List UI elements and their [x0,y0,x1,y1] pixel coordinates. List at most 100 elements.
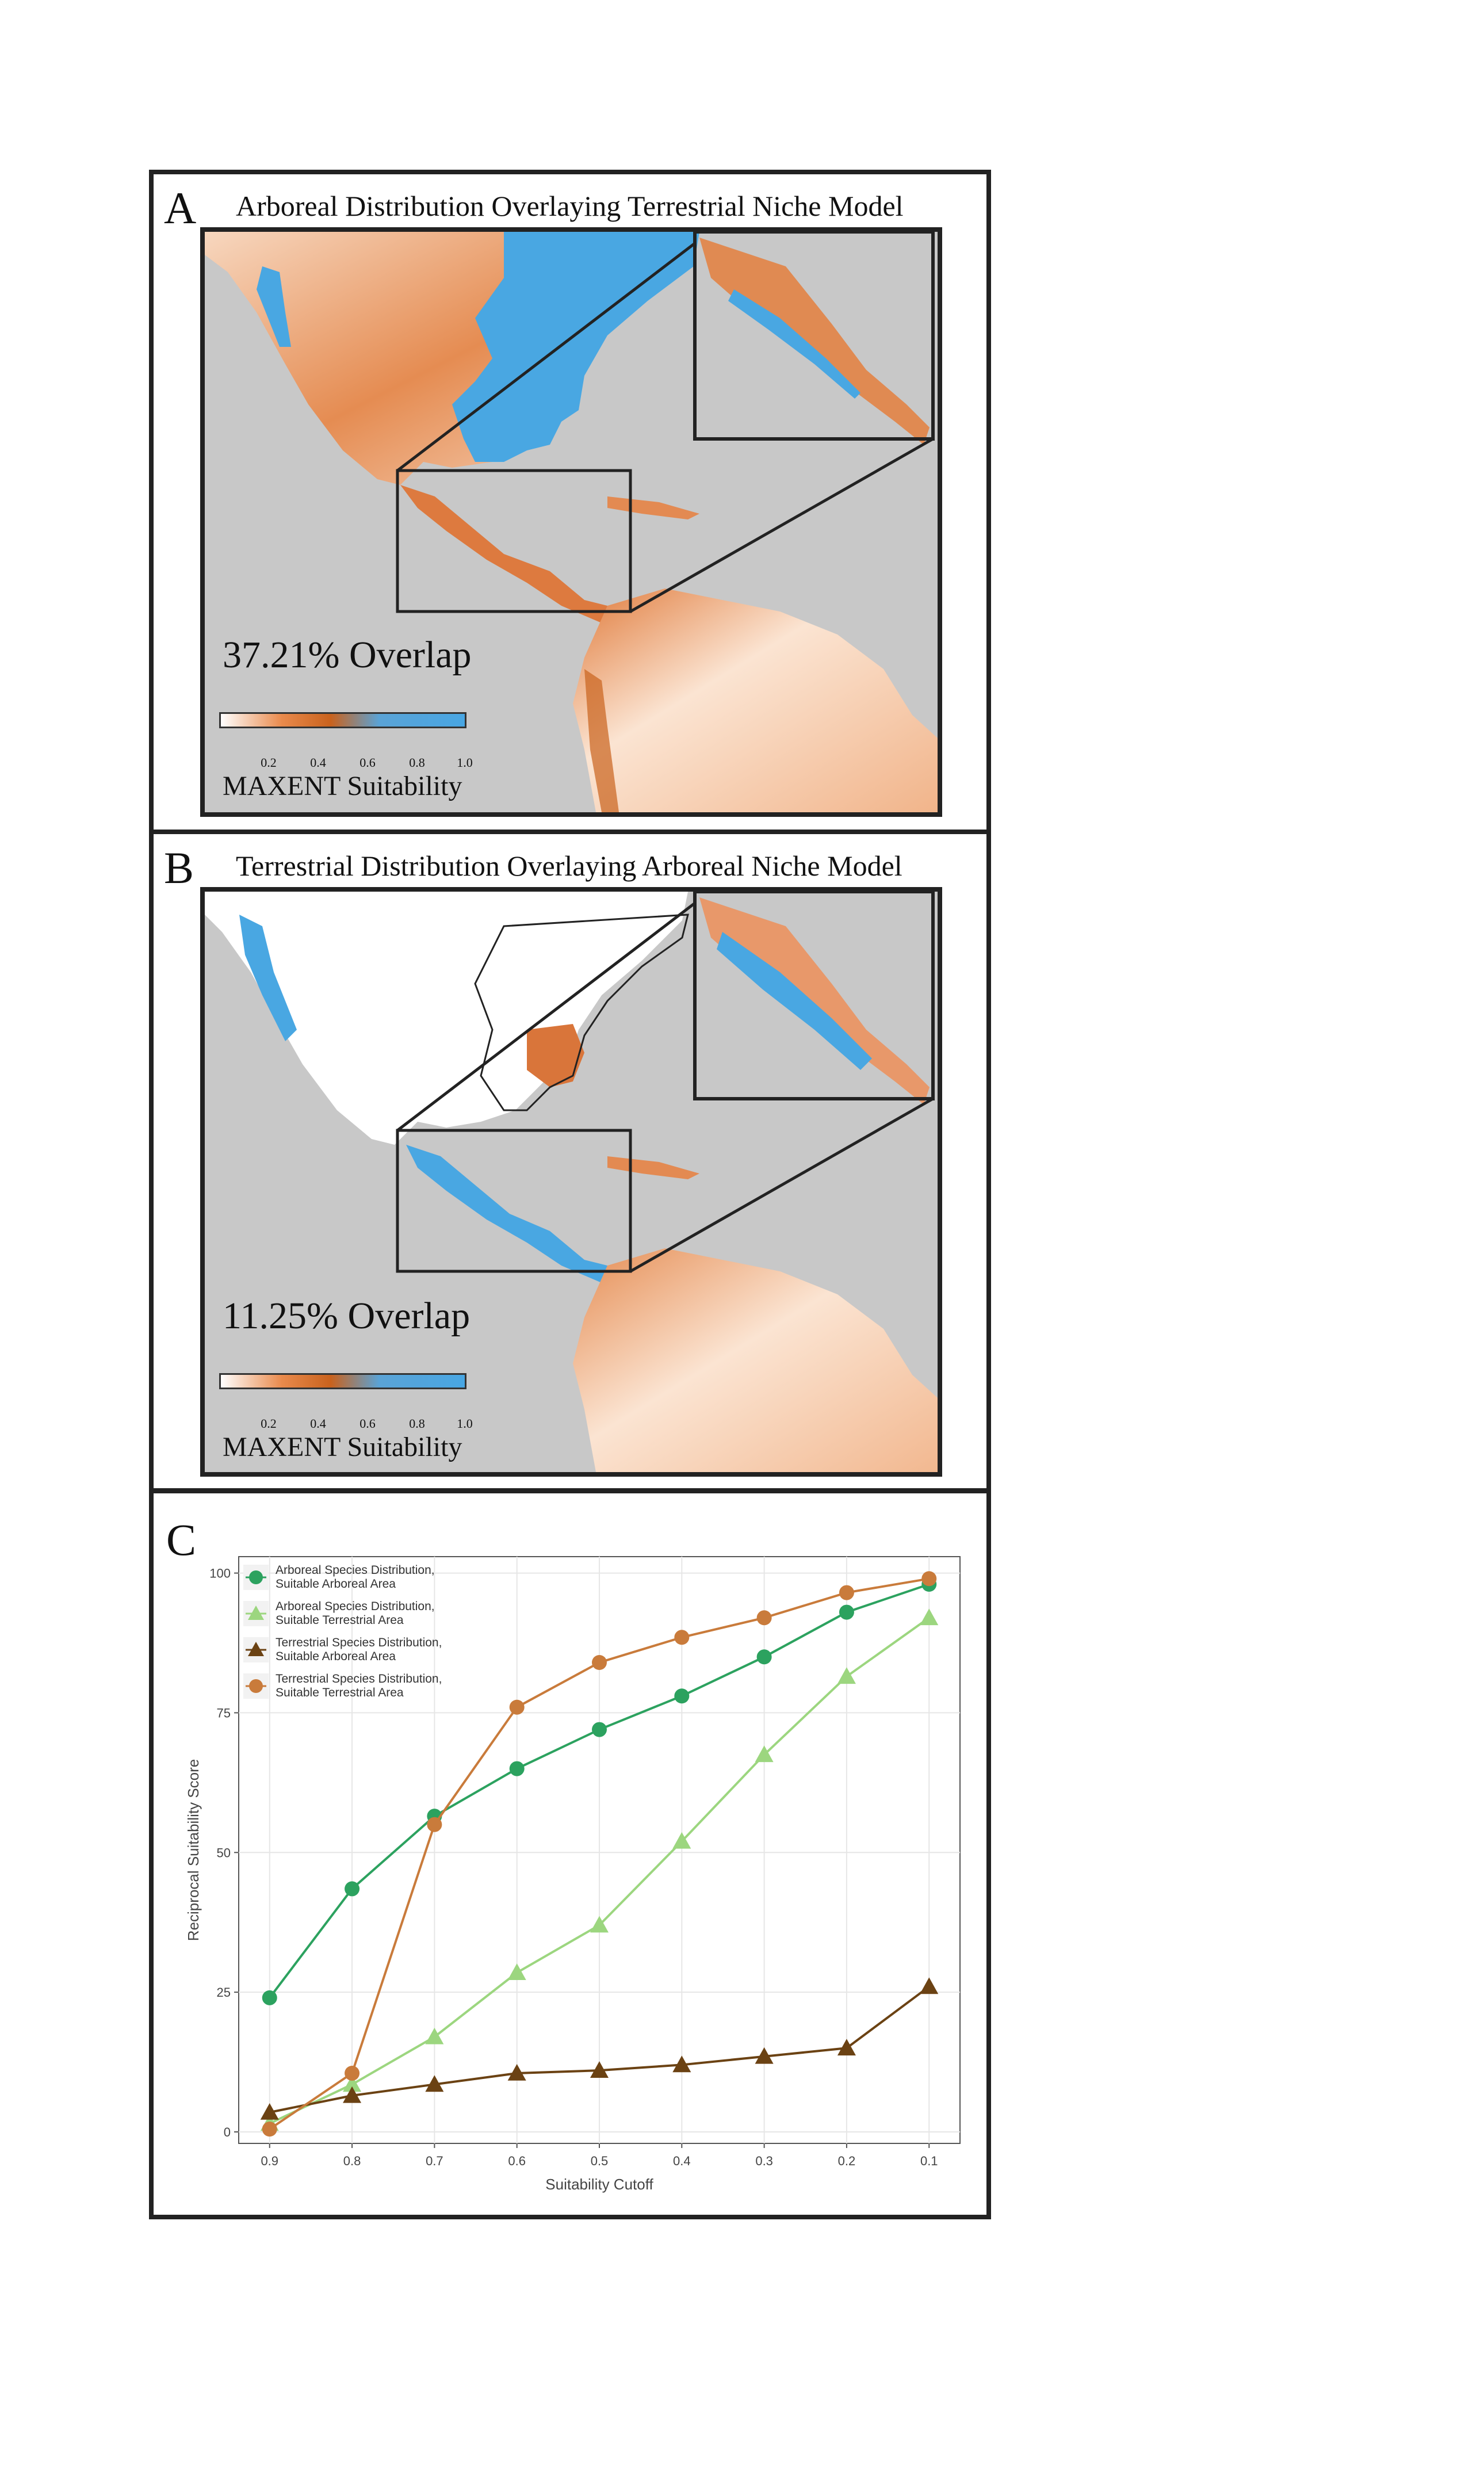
data-point [837,2039,856,2056]
legend-label: Suitable Terrestrial Area [276,1686,404,1699]
cb-tick: 1.0 [457,1416,473,1431]
cb-tick: 0.8 [409,755,425,770]
inset-map-distribution [717,932,872,1070]
inset-connector-top [396,902,696,1132]
data-point [592,1722,607,1737]
panel-a: A Arboreal Distribution Overlaying Terre… [149,170,991,834]
cb-tick: 0.4 [310,1416,326,1431]
data-point [839,1604,854,1620]
legend-key-marker [249,1570,263,1584]
x-axis-title: Suitability Cutoff [545,2176,653,2193]
focus-region-frame [396,469,632,613]
y-tick-label: 0 [224,2125,231,2139]
central-america-land [400,485,607,623]
data-point [345,1881,360,1897]
panel-b-overlap-label: 11.25% Overlap [223,1295,471,1337]
x-tick-label: 0.1 [920,2154,938,2168]
x-tick-label: 0.7 [426,2154,443,2168]
data-point [427,1817,442,1832]
east-us-suitability [527,1024,584,1087]
x-tick-label: 0.9 [261,2154,278,2168]
data-point [672,1832,691,1849]
legend-label: Arboreal Species Distribution, [276,1600,435,1613]
data-point [920,1608,939,1626]
panel-a-colorbar-title: MAXENT Suitability [223,771,462,801]
inset-frame [693,892,935,1100]
panel-c: C 0 25 50 75 100 0.9 0.8 0.7 0.6 0.5 0.4 0.3 0.2 0.1 S… [149,1489,991,2219]
focus-region-frame [396,1129,632,1273]
data-point [509,1699,525,1715]
legend-label: Arboreal Species Distribution, [276,1564,435,1577]
data-point [345,2066,360,2081]
legend-key-marker [248,1642,264,1656]
data-point [674,1688,690,1704]
y-tick-label: 75 [217,1706,231,1720]
west-coast-distribution [257,266,291,347]
data-point [343,2086,362,2103]
panel-c-letter: C [166,1515,197,1565]
north-america-land [205,892,688,1145]
legend-key-marker [249,1679,263,1693]
legend-label: Terrestrial Species Distribution, [276,1672,442,1686]
data-point [260,2103,279,2120]
inset-connector-bottom [629,1097,934,1273]
data-point [343,2075,362,2092]
mountain-ridge [584,669,619,812]
legend-label: Suitable Arboreal Area [276,1577,396,1591]
data-point [425,2027,444,2044]
data-point [262,2122,277,2137]
data-point [920,1977,939,1994]
data-point [756,1649,772,1665]
cb-tick: 1.0 [457,755,473,770]
y-tick-label: 100 [209,1566,231,1581]
data-point [755,2047,774,2064]
cb-tick: 0.2 [261,755,277,770]
panel-b-title: Terrestrial Distribution Overlaying Arbo… [236,850,902,882]
data-point [674,1630,690,1645]
x-tick-label: 0.5 [591,2154,609,2168]
panel-b: B Terrestrial Distribution Overlaying Ar… [149,830,991,1493]
panel-b-colorbar [219,1373,466,1389]
data-point [590,1916,609,1933]
legend-key-marker [248,1606,264,1620]
x-tick-label: 0.4 [673,2154,691,2168]
legend-label: Terrestrial Species Distribution, [276,1636,442,1649]
x-tick-label: 0.2 [838,2154,856,2168]
data-point [509,1761,525,1776]
y-axis-title: Reciprocal Suitability Score [185,1759,202,1941]
central-america-distribution [406,1145,607,1283]
data-point [755,1745,774,1763]
data-point [921,1571,937,1587]
data-point [837,1667,856,1684]
inset-map-land [699,238,930,445]
y-tick-label: 50 [217,1845,231,1860]
south-america-land [573,588,938,812]
cb-tick: 0.6 [359,1416,376,1431]
inset-connector-top [396,242,696,472]
panel-b-colorbar-title: MAXENT Suitability [223,1432,462,1462]
y-tick-label: 25 [217,1985,231,2000]
inset-map-land [699,897,930,1104]
west-coast-distribution [239,915,297,1041]
south-america-land [573,1248,938,1472]
cb-tick: 0.4 [310,755,326,770]
panel-a-map [200,227,942,817]
data-point [507,2064,526,2081]
data-point [756,1610,772,1626]
data-point [507,1963,526,1980]
data-point [672,2055,691,2073]
region-outline [474,914,689,1111]
inset-connector-bottom [629,437,934,613]
cb-tick: 0.6 [359,755,376,770]
data-point [592,1655,607,1670]
legend-label: Suitable Arboreal Area [276,1650,396,1663]
cb-tick: 0.2 [261,1416,277,1431]
legend-label: Suitable Terrestrial Area [276,1614,404,1627]
data-point [839,1585,854,1600]
x-tick-label: 0.6 [508,2154,526,2168]
panel-a-overlap-label: 37.21% Overlap [223,634,472,676]
x-tick-label: 0.8 [343,2154,361,2168]
panel-a-title: Arboreal Distribution Overlaying Terrest… [236,190,904,222]
inset-frame [693,232,935,441]
data-point [590,2061,609,2078]
